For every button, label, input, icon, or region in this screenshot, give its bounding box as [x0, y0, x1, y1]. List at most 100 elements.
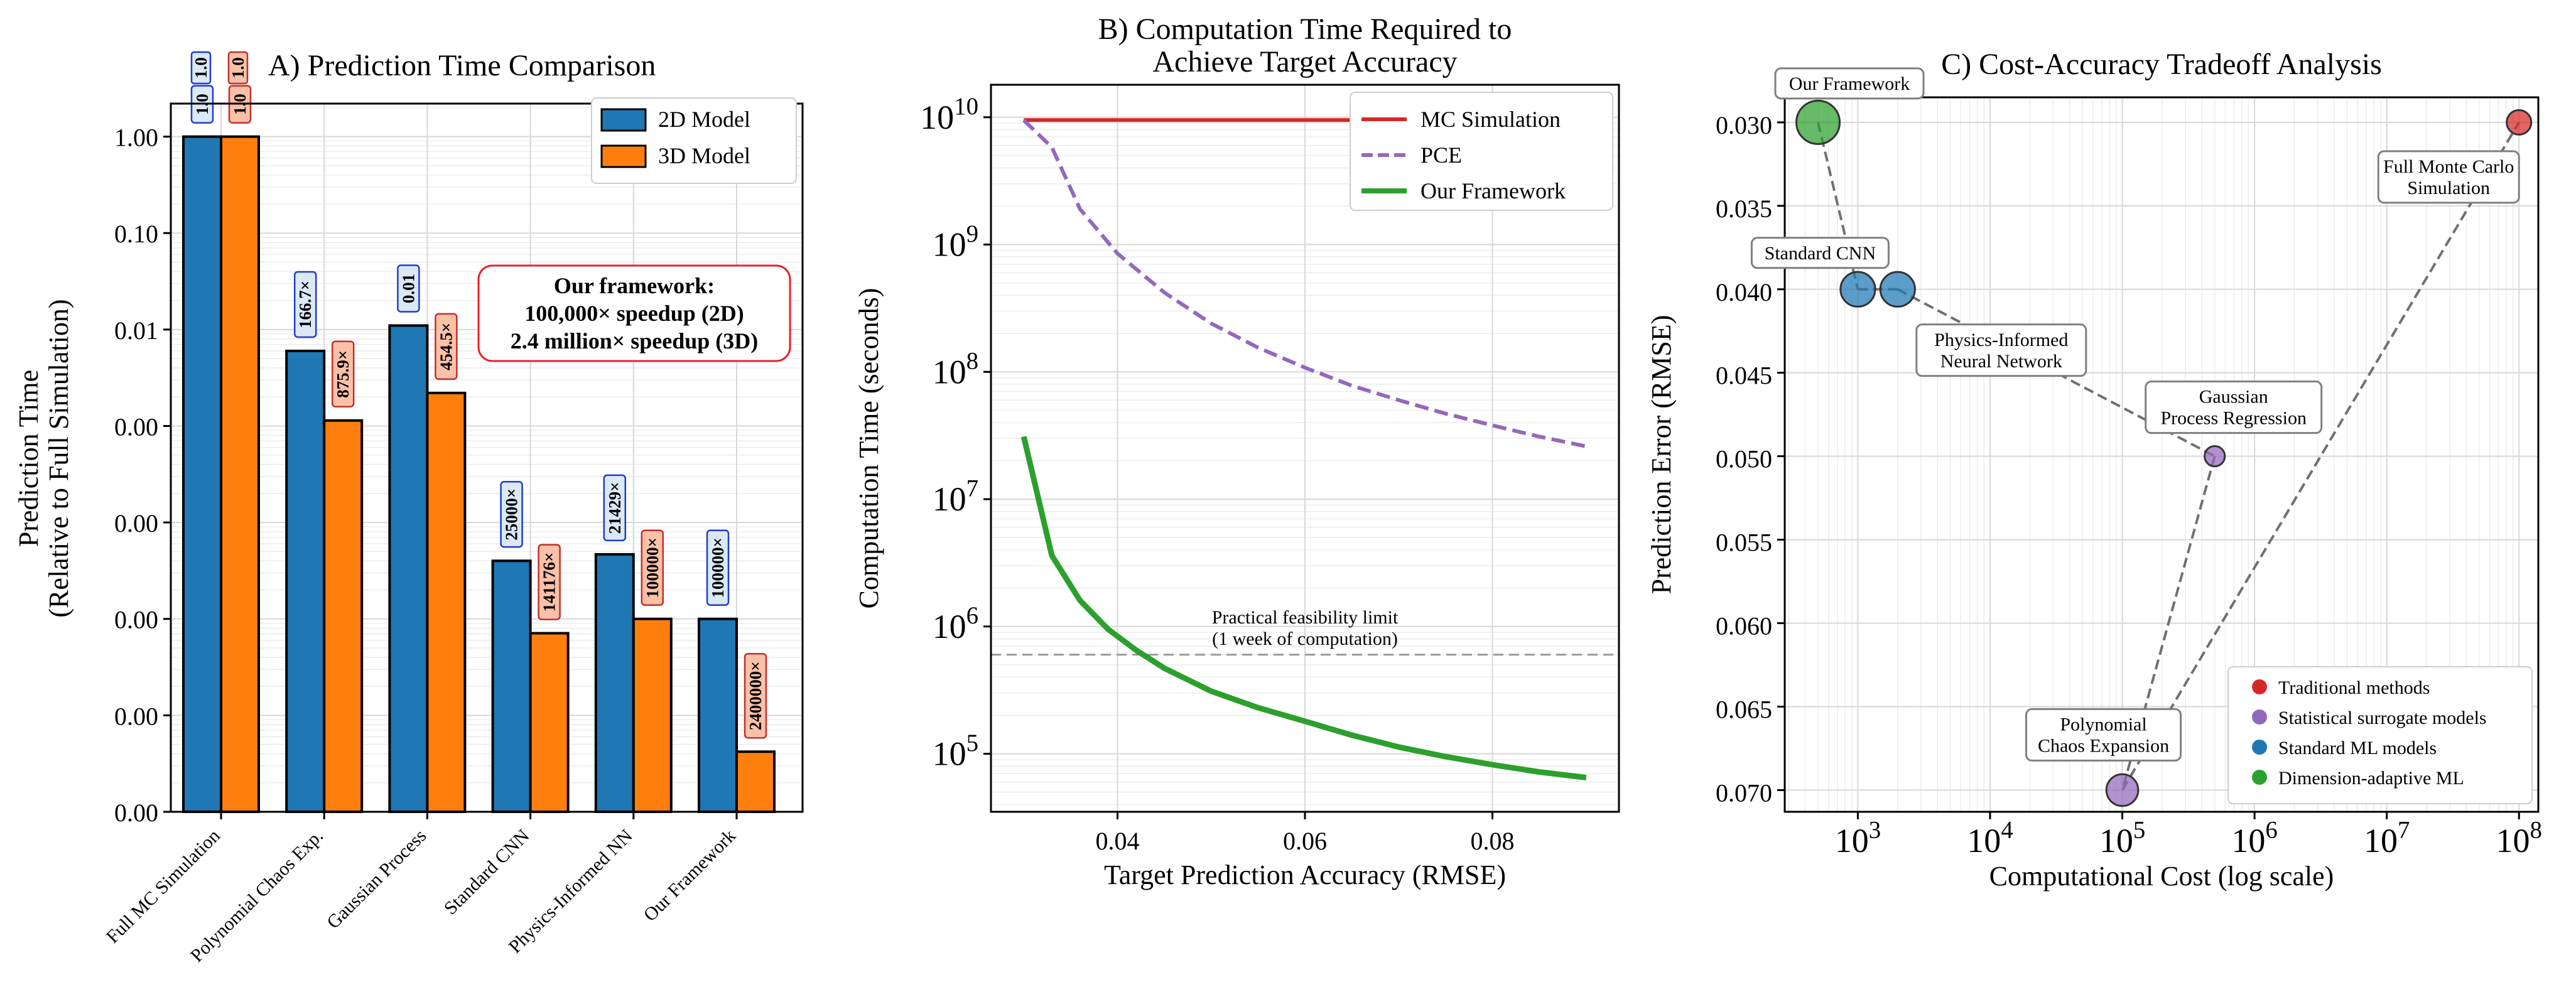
value-label: 100000× — [643, 537, 662, 598]
annotation-text: Our framework: 100,000× speedup (2D) 2.4 m… — [511, 273, 759, 353]
value-label-box — [397, 264, 420, 313]
legend: 2D Model 3D Model — [591, 97, 797, 184]
y-tick-label-base: 10 — [933, 353, 966, 391]
value-label-group: 166.7× — [293, 271, 317, 338]
y-tick-label-base: 10 — [933, 480, 966, 518]
legend-label: Traditional methods — [2278, 677, 2430, 698]
feasibility-label-line: (1 week of computation) — [1212, 628, 1398, 649]
bar-3d — [632, 617, 673, 813]
x-category-label: Standard CNN — [440, 826, 534, 919]
chart-title: A) Prediction Time Comparison — [268, 49, 656, 82]
value-label: 166.7× — [296, 281, 315, 328]
value-label-group: 25000× — [500, 481, 523, 548]
y-tick-label-exp: 6 — [966, 602, 978, 629]
scatter-point — [2506, 109, 2533, 136]
value-label-group: 100000× — [706, 529, 730, 606]
panel-c: 0.030 0.035 0.040 0.045 0.050 0.055 0.060 0.065… — [1646, 48, 2542, 892]
y-tick-label: 0.00 — [114, 606, 158, 634]
y-tick-label: 0.040 — [1716, 278, 1772, 306]
point-label-line: Gaussian — [2199, 387, 2268, 407]
point-label: Full Monte Carlo Simulation — [2383, 156, 2514, 198]
point-label: Our Framework — [1789, 73, 1910, 94]
legend-frame — [2227, 666, 2533, 804]
value-label: 454.5× — [436, 323, 455, 370]
y-axis-label: Computation Time (seconds) — [853, 288, 884, 609]
y-tick-label-exp: 10 — [954, 93, 978, 120]
point-label-line: Process Regression — [2160, 408, 2306, 429]
x-axis-label: Target Prediction Accuracy (RMSE) — [1104, 860, 1506, 890]
y-tick-label: 0.050 — [1716, 445, 1772, 473]
x-category-label: Full MC Simulation — [102, 826, 224, 947]
point-label-line: Polynomial — [2060, 714, 2146, 735]
legend: MC Simulation PCE Our Framework — [1350, 92, 1613, 211]
bar-2d — [388, 324, 429, 813]
bar-2d — [698, 617, 738, 813]
y-tick-label: 105 — [933, 730, 978, 773]
scatter-point — [2105, 773, 2140, 807]
y-axis-label: Prediction Error (RMSE) — [1646, 315, 1677, 595]
y-tick-label: 0.035 — [1716, 195, 1772, 223]
y-tick-label: 0.00 — [114, 702, 158, 730]
x-tick-label-base: 10 — [2496, 822, 2530, 860]
value-label: 0.01 — [399, 274, 418, 303]
point-label-line: Neural Network — [1940, 351, 2062, 372]
y-tick-label: 0.10 — [114, 220, 158, 248]
x-tick-label: 0.08 — [1471, 827, 1515, 855]
title-group: 1.0 1.0 A) Prediction Time Comparison — [190, 49, 656, 85]
x-tick-label-exp: 3 — [1869, 816, 1881, 843]
point-label-box — [2145, 380, 2323, 434]
scatter-point — [1879, 271, 1916, 308]
legend-frame — [1350, 92, 1613, 211]
legend-label: 2D Model — [658, 107, 750, 132]
legend-label: Dimension-adaptive ML — [2278, 768, 2464, 789]
x-tick-label: 0.04 — [1095, 827, 1139, 855]
scatter-point — [1839, 271, 1876, 308]
value-label-group: 2400000× — [744, 653, 767, 739]
y-axis-label-line: Prediction Time — [13, 370, 44, 547]
scatter-point — [1795, 99, 1841, 145]
value-label-box — [500, 481, 523, 548]
point-label-box — [1774, 67, 1925, 100]
bar-2d — [594, 553, 635, 813]
y-axis-label-group: Computation Time (seconds) — [853, 288, 884, 609]
legend-label: 3D Model — [658, 143, 750, 168]
value-label-group: 21429× — [603, 474, 627, 542]
y-tick-label: 106 — [933, 602, 978, 645]
legend: Traditional methods Statistical surrogate… — [2227, 666, 2533, 804]
value-label: 25000× — [502, 488, 521, 541]
y-tick-label: 0.01 — [114, 316, 158, 345]
x-axis-label: Computational Cost (log scale) — [1989, 861, 2334, 892]
x-tick-label-base: 10 — [2099, 822, 2133, 860]
point-label: Physics-Informed Neural Network — [1934, 330, 2068, 372]
x-tick-label-exp: 8 — [2530, 816, 2542, 843]
annotation-text-line: 2.4 million× speedup (3D) — [511, 328, 759, 353]
value-label-box — [641, 529, 664, 606]
y-tick-label-exp: 8 — [966, 348, 978, 375]
value-label-box — [706, 529, 730, 606]
y-tick-label-base: 10 — [933, 226, 966, 264]
y-tick-label-base: 10 — [920, 99, 954, 136]
point-label: Standard CNN — [1765, 243, 1876, 264]
bar-3d — [529, 632, 570, 814]
x-tick-label-base: 10 — [1835, 822, 1869, 860]
value-label-box — [744, 653, 767, 739]
series-line-our-framework — [1020, 436, 1587, 780]
y-tick-label: 107 — [933, 475, 978, 518]
point-label-box — [2025, 708, 2182, 762]
value-label: 141176× — [540, 553, 559, 612]
x-tick-label: 103 — [1835, 816, 1881, 860]
legend-label: Standard ML models — [2278, 738, 2437, 758]
y-tick-label: 0.045 — [1716, 362, 1772, 390]
x-tick-label-exp: 5 — [2133, 816, 2145, 843]
legend-marker — [2252, 709, 2267, 725]
x-tick-label-base: 10 — [1967, 822, 2001, 860]
legend-swatch — [600, 144, 647, 168]
title-badge-2d — [190, 51, 212, 85]
y-tick-label: 0.00 — [114, 412, 158, 441]
legend-label: MC Simulation — [1421, 107, 1561, 132]
point-label-line: Chaos Expansion — [2038, 735, 2169, 756]
bar-2d — [491, 559, 532, 813]
point-label-line: Simulation — [2407, 178, 2490, 198]
x-tick-label-base: 10 — [2231, 822, 2265, 860]
